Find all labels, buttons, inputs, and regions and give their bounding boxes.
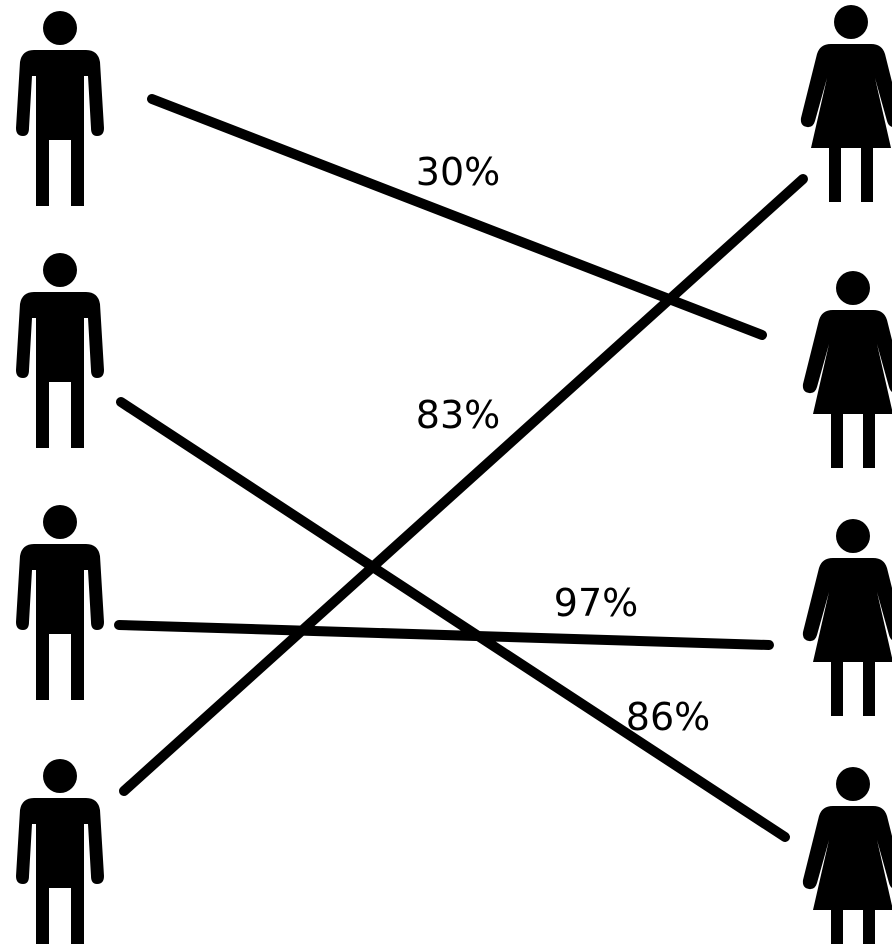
woman-icon <box>803 767 892 944</box>
connection-line-3-3 <box>119 625 769 645</box>
connection-line-2-4 <box>121 402 785 837</box>
percentage-label: 30% <box>416 150 500 194</box>
woman-icon <box>803 271 892 468</box>
man-icon <box>16 11 104 206</box>
figures <box>16 5 892 944</box>
woman-icon <box>801 5 892 202</box>
man-icon <box>16 253 104 448</box>
man-icon <box>16 759 104 944</box>
man-icon <box>16 505 104 700</box>
woman-icon <box>803 519 892 716</box>
percentage-label: 83% <box>416 393 500 437</box>
percentage-label: 97% <box>554 581 638 625</box>
percentage-label: 86% <box>626 695 710 739</box>
percentage-labels: 30% 83% 97% 86% <box>416 150 710 739</box>
